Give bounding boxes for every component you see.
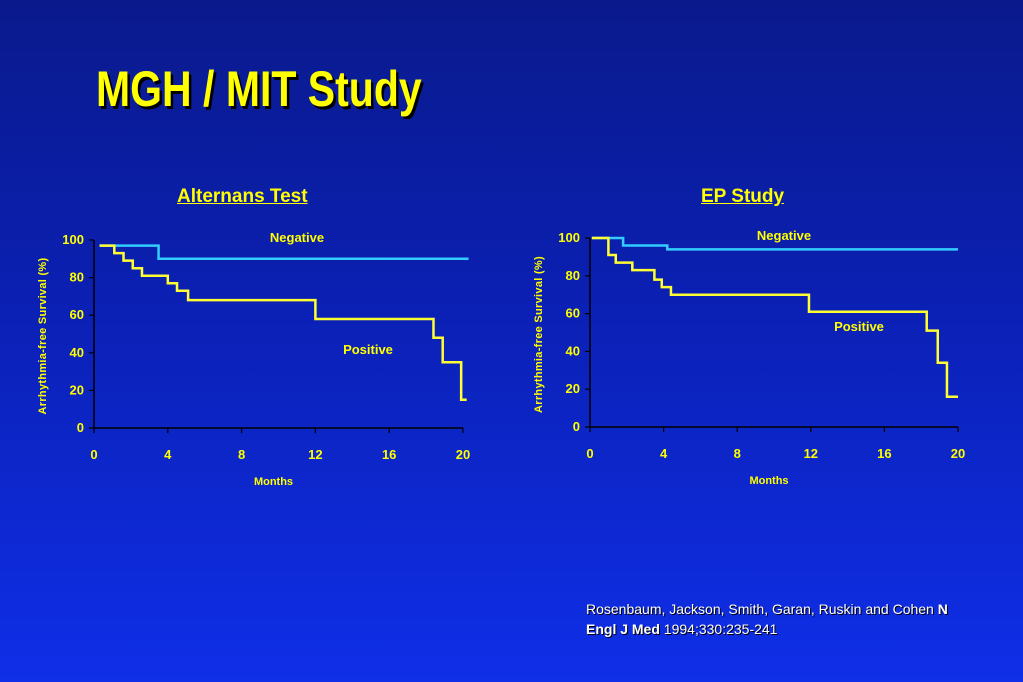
series-line-negative <box>99 244 469 261</box>
y-tick-label: 0 <box>77 420 84 435</box>
y-axis-label: Arrhythmia-free Survival (%) <box>37 257 49 414</box>
y-tick-label: 80 <box>566 268 580 283</box>
y-tick-label: 100 <box>62 232 84 247</box>
citation-ref: 1994;330:235-241 <box>663 621 778 637</box>
y-tick-label: 40 <box>566 343 580 358</box>
y-tick-label: 40 <box>70 345 84 360</box>
x-axis-label: Months <box>749 475 788 487</box>
citation-journal: N Engl J Med <box>586 601 948 637</box>
y-tick-label: 100 <box>558 230 580 245</box>
x-tick-label: 12 <box>804 446 818 461</box>
series-line-positive <box>591 236 958 399</box>
chart-alternans: 0 20 40 60 80 100 0 4 8 12 16 20 Months Arrhythmia-fr… <box>37 230 470 488</box>
y-tick-label: 20 <box>70 382 84 397</box>
x-tick-label: 20 <box>456 447 470 462</box>
y-tick-label: 60 <box>566 306 580 321</box>
x-tick-label: 8 <box>238 447 245 462</box>
series-label-positive: Positive <box>343 342 393 357</box>
x-tick-label: 20 <box>951 446 965 461</box>
series-label-negative: Negative <box>270 230 324 245</box>
x-tick-label: 4 <box>164 447 172 462</box>
x-tick-label: 0 <box>586 446 593 461</box>
series-line-positive <box>99 244 467 402</box>
series-line-negative <box>591 236 958 251</box>
citation: Rosenbaum, Jackson, Smith, Garan, Ruskin… <box>586 599 966 639</box>
x-tick-label: 16 <box>382 447 396 462</box>
series-label-positive: Positive <box>834 319 884 334</box>
chart-title-ep-study: EP Study <box>701 186 785 207</box>
x-tick-label: 8 <box>734 446 741 461</box>
y-axis-label: Arrhythmia-free Survival (%) <box>533 256 545 413</box>
page-title: MGH / MIT Study <box>96 61 422 117</box>
chart-title-alternans: Alternans Test <box>177 186 308 207</box>
citation-authors: Rosenbaum, Jackson, Smith, Garan, Ruskin… <box>586 601 934 617</box>
y-tick-label: 0 <box>573 419 580 434</box>
x-tick-label: 4 <box>660 446 668 461</box>
y-tick-label: 80 <box>70 270 84 285</box>
x-tick-label: 0 <box>90 447 97 462</box>
x-tick-label: 12 <box>308 447 322 462</box>
y-tick-label: 60 <box>70 307 84 322</box>
chart-ep-study: 0 20 40 60 80 100 0 4 8 12 16 20 Months Arrhythmia-fr… <box>533 228 965 487</box>
x-tick-label: 16 <box>877 446 891 461</box>
y-tick-label: 20 <box>566 381 580 396</box>
series-label-negative: Negative <box>757 228 811 243</box>
x-axis-label: Months <box>254 476 293 488</box>
